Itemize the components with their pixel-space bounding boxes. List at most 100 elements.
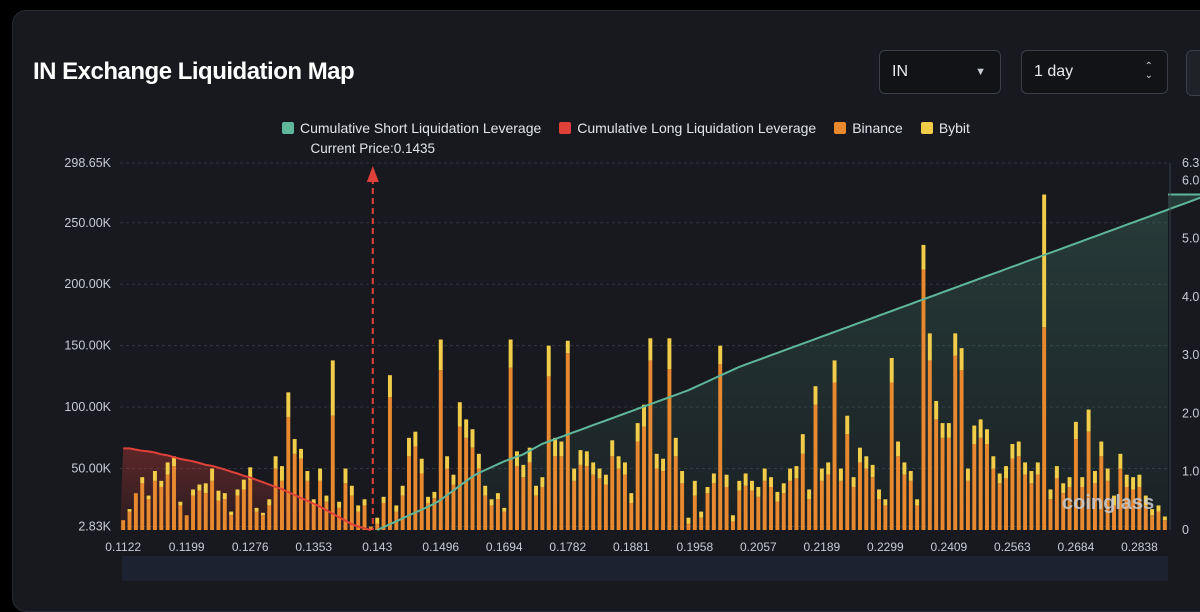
bar-binance [184, 515, 189, 530]
x-tick-label: 0.1122 [105, 540, 141, 554]
bar-binance [1124, 486, 1129, 530]
bar-binance [476, 468, 481, 530]
page-title: IN Exchange Liquidation Map [33, 58, 355, 85]
bar-binance [680, 483, 685, 530]
bar-bybit [521, 464, 526, 478]
range-select[interactable]: 1 day ⌃ ⌄ [1021, 50, 1168, 94]
x-tick-label: 0.2838 [1121, 540, 1158, 554]
bar-bybit [832, 360, 837, 383]
bar-bybit [146, 495, 151, 500]
bar-binance [464, 437, 469, 530]
y-right-tick-label: 3.0 [1182, 348, 1199, 362]
current-price-marker: Current Price:0.1435 [311, 141, 435, 530]
bar-bybit [527, 447, 532, 463]
bar-binance [915, 505, 920, 530]
bar-binance [1054, 478, 1059, 530]
bar-binance [1067, 486, 1072, 530]
bar-binance [978, 437, 983, 530]
bar-binance [743, 485, 748, 530]
axes: 298.65K 250.00K 200.00K 150.00K 100.00K 50.00… [64, 156, 1199, 554]
bar-bybit [1092, 471, 1097, 484]
bar-binance [140, 483, 145, 530]
bar-binance [267, 505, 272, 530]
y-left-tick-label: 2.83K [78, 520, 111, 534]
y-right-tick-label: 0 [1182, 523, 1189, 537]
bar-bybit [1156, 505, 1161, 512]
bar-bybit [616, 456, 621, 469]
bar-binance [127, 511, 132, 530]
bar-binance [762, 480, 767, 530]
bar-binance [1042, 327, 1047, 530]
bar-bybit [1124, 474, 1129, 487]
x-tick-label: 0.2563 [994, 540, 1031, 554]
bar-bybit [1067, 477, 1072, 487]
symbol-select[interactable]: IN ▼ [879, 50, 1001, 94]
bar-bybit [407, 437, 411, 457]
y-right-tick-label: 2.0 [1182, 406, 1199, 420]
bar-binance [1004, 478, 1009, 530]
bar-bybit [273, 456, 278, 469]
legend-item-short[interactable]: Cumulative Short Liquidation Leverage [282, 120, 541, 136]
short-cumulative-area [377, 194, 1200, 530]
bar-binance [540, 486, 545, 530]
bar-bybit [267, 499, 272, 506]
legend-swatch-bybit [920, 122, 933, 134]
bar-binance [273, 468, 278, 530]
bar-bybit [337, 501, 342, 508]
x-tick-label: 0.1496 [422, 540, 459, 554]
bar-binance [572, 480, 577, 530]
bar-binance [622, 474, 627, 530]
bar-binance [838, 480, 843, 530]
bar-bybit [451, 474, 456, 485]
bar-binance [661, 471, 666, 530]
legend-item-binance[interactable]: Binance [834, 120, 903, 136]
bar-bybit [934, 400, 939, 420]
bar-bybit [381, 496, 386, 503]
bar-bybit [470, 429, 475, 448]
bar-bybit [140, 477, 145, 484]
bar-bybit [622, 462, 627, 475]
bar-bybit [1086, 409, 1091, 432]
bar-binance [368, 526, 373, 530]
bar-binance [1118, 468, 1123, 530]
bar-bybit [750, 480, 754, 491]
bar-bybit [515, 451, 519, 467]
x-tick-label: 0.1958 [676, 540, 713, 554]
bar-binance [495, 499, 500, 530]
short-cumulative-line [376, 193, 1200, 531]
bar-bybit [603, 474, 608, 485]
bar-binance [864, 468, 869, 530]
bar-binance [813, 404, 818, 530]
bar-bybit [260, 512, 265, 516]
bar-bybit [775, 491, 780, 502]
bar-binance [426, 502, 431, 530]
bar-bybit [343, 468, 348, 484]
bar-binance [1131, 489, 1136, 530]
legend-item-long[interactable]: Cumulative Long Liquidation Leverage [559, 120, 816, 136]
bar-binance [819, 480, 824, 530]
bar-binance [508, 367, 513, 530]
more-options-button[interactable] [1186, 50, 1200, 96]
legend-label-binance: Binance [852, 120, 903, 136]
bar-bybit [152, 471, 157, 481]
bar-binance [692, 495, 697, 530]
bar-bybit [680, 471, 685, 484]
bar-bybit [502, 507, 507, 512]
bar-binance [349, 495, 354, 530]
bar-binance [565, 353, 570, 530]
bar-binance [845, 434, 850, 530]
bar-binance [318, 480, 323, 530]
legend-item-bybit[interactable]: Bybit [920, 120, 970, 136]
bar-bybit [413, 431, 418, 447]
bar-bybit [1112, 495, 1116, 506]
bar-bybit [673, 437, 678, 457]
bar-binance [165, 474, 170, 530]
bar-bybit [724, 474, 729, 487]
range-select-value: 1 day [1034, 63, 1074, 80]
bar-bybit [375, 517, 380, 524]
bar-binance [750, 490, 754, 530]
bar-binance [737, 490, 742, 530]
bar-binance [584, 466, 589, 530]
zoom-slider[interactable] [122, 556, 1168, 581]
cumulative-lines [123, 193, 1200, 531]
